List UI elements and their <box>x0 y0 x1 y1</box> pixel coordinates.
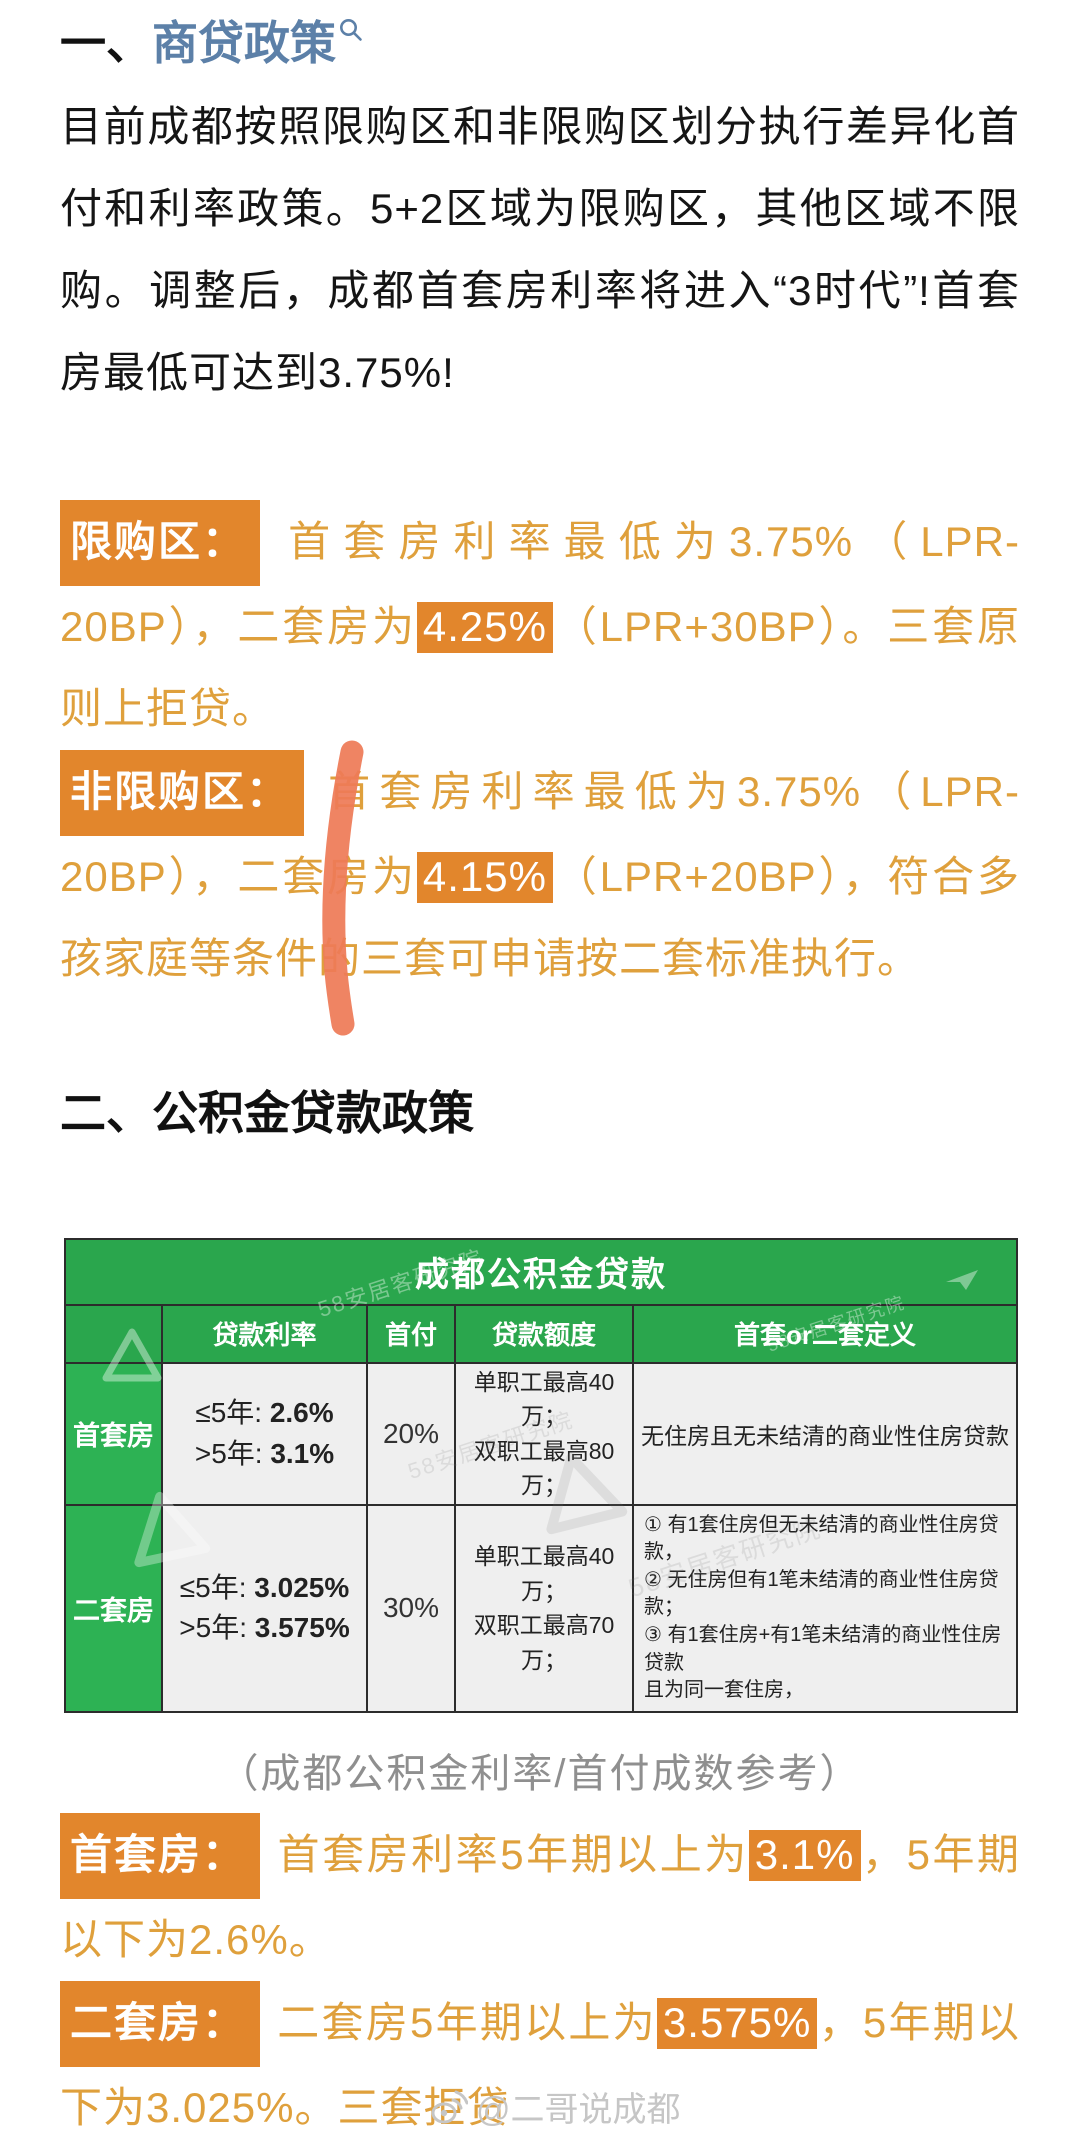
non-restricted-zone-paragraph: 非限购区： 首套房利率最低为3.75%（LPR-20BP），二套房为 4.15% （L… <box>60 749 1020 1000</box>
author-watermark-text: @二哥说成都 <box>476 2091 681 2129</box>
weibo-icon <box>431 2090 468 2123</box>
col-loan-quota: 贷款额度 <box>454 1303 634 1364</box>
restricted-zone-text-1: 首套房利率最低为3.75%（LPR-20BP），二套房为 <box>60 517 1020 650</box>
non-restricted-zone-label: 非限购区： <box>60 749 305 836</box>
topic-link-label: 商贷政策 <box>152 17 336 69</box>
section1-heading: 一、商贷政策 <box>60 14 1020 74</box>
rate-cell: ≤5年: 3.025% >5年: 3.575% <box>161 1503 368 1713</box>
rate-cell: ≤5年: 2.6% >5年: 3.1% <box>161 1361 368 1506</box>
table-row-first-home: 首套房 ≤5年: 2.6% >5年: 3.1% 20% 单职工最高40万； 双职… <box>64 1361 1019 1506</box>
restricted-zone-label: 限购区： <box>60 499 261 586</box>
topic-link[interactable]: 商贷政策 <box>152 17 364 69</box>
quota-cell: 单职工最高40万； 双职工最高70万； <box>454 1503 634 1713</box>
non-restricted-zone-text-2: （LPR+20BP），符合多孩家庭等条件的三套可申请按二套标准执行。 <box>60 852 1020 982</box>
restricted-zone-paragraph: 限购区： 首套房利率最低为3.75%（LPR-20BP），二套房为 4.25% （LP… <box>60 499 1020 750</box>
table-caption: （成都公积金利率/首付成数参考） <box>218 1751 862 1796</box>
first-home-label: 首套房： <box>60 1812 261 1899</box>
quota-cell: 单职工最高40万； 双职工最高80万； <box>454 1361 634 1506</box>
non-restricted-zone-text-1: 首套房利率最低为3.75%（LPR-20BP），二套房为 <box>60 767 1020 900</box>
col-loan-rate: 贷款利率 <box>161 1303 368 1364</box>
table-header-row: 贷款利率 首付 贷款额度 首套or二套定义 <box>64 1303 1019 1364</box>
second-home-rate-highlight: 3.575% <box>656 1997 818 2049</box>
row-label: 二套房 <box>64 1503 163 1713</box>
first-home-text-1: 首套房利率5年期以上为 <box>276 1830 749 1878</box>
down-payment-cell: 30% <box>366 1503 456 1713</box>
intro-paragraph: 目前成都按照限购区和非限购区划分执行差异化首付和利率政策。5+2区域为限购区，其… <box>60 102 1020 396</box>
section2-heading: 二、公积金贷款政策 <box>60 1086 474 1139</box>
second-home-label: 二套房： <box>60 1980 261 2067</box>
definition-cell: ① 有1套住房但无未结清的商业性住房贷款， ② 无住房但有1笔未结清的商业性住房… <box>631 1503 1019 1713</box>
row-label: 首套房 <box>64 1361 163 1506</box>
search-icon <box>340 18 362 41</box>
col-blank <box>64 1303 163 1364</box>
col-definition: 首套or二套定义 <box>631 1303 1019 1364</box>
down-payment-cell: 20% <box>366 1361 456 1506</box>
first-home-text-2: ，5年期以下为2.6%。 <box>60 1830 1021 1963</box>
first-home-rate-highlight: 3.1% <box>748 1829 861 1881</box>
restricted-zone-text-2: （LPR+30BP）。三套原则上拒贷。 <box>60 602 1020 732</box>
fund-table-wrap: 成都公积金贷款 贷款利率 首付 贷款额度 首套or二套定义 首套房 ≤5年: 2… <box>63 1237 1019 1713</box>
table-title: 成都公积金贷款 <box>63 1237 1019 1306</box>
second-home-text-1: 二套房5年期以上为 <box>276 1998 657 2046</box>
first-home-paragraph: 首套房： 首套房利率5年期以上为 3.1% ，5年期以下为2.6%。 <box>60 1812 1021 1981</box>
restricted-rate-highlight: 4.25% <box>416 601 553 653</box>
col-down-payment: 首付 <box>366 1303 456 1364</box>
definition-cell: 无住房且无未结清的商业性住房贷款 <box>631 1361 1019 1506</box>
table-row-second-home: 二套房 ≤5年: 3.025% >5年: 3.575% 30% 单职工最高40万… <box>64 1503 1019 1713</box>
fund-table: 成都公积金贷款 贷款利率 首付 贷款额度 首套or二套定义 首套房 ≤5年: 2… <box>63 1237 1019 1713</box>
non-restricted-rate-highlight: 4.15% <box>416 851 553 903</box>
author-watermark: @二哥说成都 <box>428 2082 681 2131</box>
heading-number: 一、 <box>60 17 152 69</box>
